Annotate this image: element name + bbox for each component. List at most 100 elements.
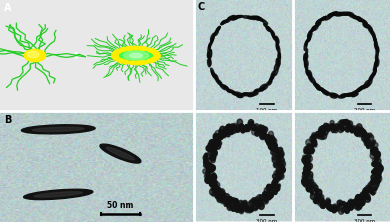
- Circle shape: [277, 153, 282, 158]
- Ellipse shape: [234, 16, 241, 18]
- Circle shape: [213, 133, 218, 139]
- Ellipse shape: [215, 78, 221, 85]
- Circle shape: [220, 134, 223, 139]
- Circle shape: [374, 177, 380, 184]
- Circle shape: [260, 195, 263, 199]
- Circle shape: [252, 198, 256, 202]
- Ellipse shape: [355, 89, 360, 93]
- Circle shape: [263, 130, 266, 134]
- Circle shape: [368, 135, 374, 141]
- Circle shape: [215, 131, 220, 137]
- Circle shape: [326, 202, 331, 208]
- Ellipse shape: [276, 36, 279, 44]
- Circle shape: [345, 203, 350, 208]
- Circle shape: [247, 207, 252, 213]
- Circle shape: [225, 197, 229, 201]
- Circle shape: [211, 154, 216, 160]
- Circle shape: [349, 204, 352, 208]
- Circle shape: [235, 128, 239, 133]
- Circle shape: [355, 204, 360, 210]
- Ellipse shape: [360, 18, 365, 23]
- Circle shape: [129, 61, 136, 65]
- Circle shape: [273, 179, 277, 184]
- Circle shape: [236, 128, 239, 131]
- Circle shape: [227, 196, 233, 202]
- Circle shape: [372, 162, 375, 166]
- Circle shape: [270, 141, 276, 147]
- Circle shape: [261, 135, 264, 139]
- Circle shape: [217, 196, 223, 202]
- Circle shape: [302, 178, 307, 184]
- Circle shape: [307, 186, 312, 192]
- Circle shape: [307, 156, 312, 162]
- Circle shape: [328, 126, 331, 129]
- Circle shape: [317, 131, 323, 138]
- Circle shape: [214, 182, 220, 188]
- Ellipse shape: [350, 92, 355, 95]
- Circle shape: [332, 208, 337, 213]
- Text: B: B: [4, 115, 11, 125]
- Circle shape: [220, 198, 225, 204]
- Circle shape: [227, 125, 231, 131]
- Circle shape: [321, 200, 325, 205]
- Circle shape: [248, 120, 254, 126]
- Ellipse shape: [304, 54, 306, 62]
- Circle shape: [262, 127, 265, 130]
- Ellipse shape: [211, 36, 214, 43]
- Circle shape: [367, 197, 370, 200]
- Ellipse shape: [306, 59, 308, 66]
- Ellipse shape: [232, 93, 239, 96]
- Circle shape: [124, 47, 131, 50]
- Circle shape: [372, 192, 374, 195]
- Circle shape: [308, 164, 311, 167]
- Circle shape: [312, 133, 316, 137]
- Ellipse shape: [313, 83, 319, 89]
- Ellipse shape: [311, 76, 316, 83]
- Circle shape: [241, 126, 245, 131]
- Circle shape: [305, 164, 308, 168]
- Ellipse shape: [308, 76, 312, 82]
- Circle shape: [304, 178, 309, 183]
- Circle shape: [223, 127, 228, 132]
- Ellipse shape: [211, 71, 215, 78]
- Ellipse shape: [333, 94, 339, 97]
- Circle shape: [319, 134, 324, 140]
- Circle shape: [313, 136, 316, 139]
- Circle shape: [303, 181, 308, 187]
- Circle shape: [270, 135, 275, 141]
- Circle shape: [371, 174, 376, 180]
- Circle shape: [133, 46, 139, 50]
- Circle shape: [237, 119, 243, 125]
- Circle shape: [221, 198, 225, 203]
- Ellipse shape: [269, 77, 273, 83]
- Circle shape: [306, 150, 310, 154]
- Circle shape: [274, 144, 277, 147]
- Circle shape: [275, 150, 279, 154]
- Circle shape: [350, 127, 355, 132]
- Circle shape: [366, 185, 369, 189]
- Circle shape: [243, 205, 248, 210]
- Circle shape: [225, 200, 228, 204]
- Circle shape: [347, 206, 351, 211]
- Ellipse shape: [225, 19, 230, 22]
- Circle shape: [374, 178, 379, 183]
- Ellipse shape: [340, 13, 347, 15]
- Circle shape: [210, 145, 216, 152]
- Circle shape: [345, 127, 350, 132]
- Circle shape: [321, 126, 326, 131]
- Ellipse shape: [270, 75, 274, 81]
- Circle shape: [304, 147, 309, 153]
- Ellipse shape: [362, 20, 367, 25]
- Ellipse shape: [207, 59, 210, 67]
- Circle shape: [373, 168, 377, 172]
- Ellipse shape: [342, 12, 348, 15]
- Circle shape: [254, 126, 257, 130]
- Circle shape: [268, 189, 271, 192]
- Circle shape: [351, 126, 355, 131]
- Circle shape: [267, 195, 270, 199]
- Circle shape: [301, 179, 307, 185]
- Circle shape: [370, 181, 372, 184]
- Circle shape: [316, 197, 321, 203]
- Ellipse shape: [276, 44, 278, 50]
- Circle shape: [211, 180, 216, 186]
